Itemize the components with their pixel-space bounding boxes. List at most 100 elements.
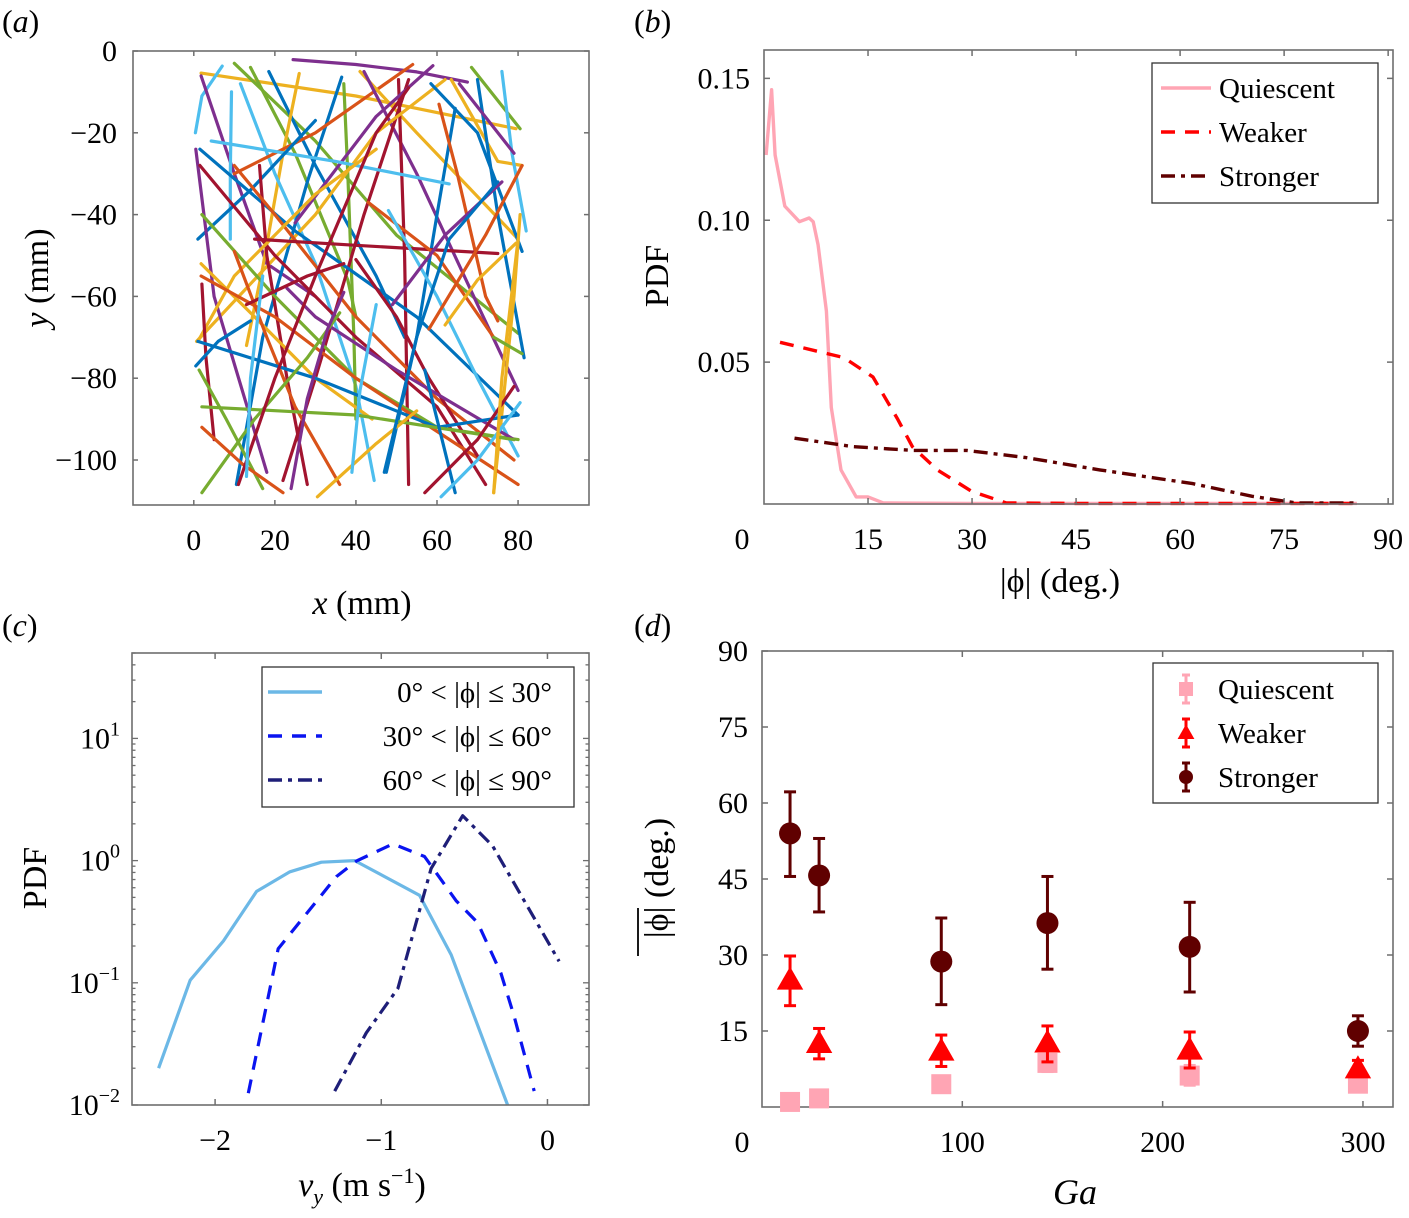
legend: Quiescent Weaker Stronger (1152, 662, 1379, 804)
series-line (157, 859, 510, 1106)
marker-triangle (1176, 1036, 1203, 1060)
particle-trajectory (443, 241, 518, 327)
series-line (333, 814, 561, 1092)
marker-circle (1178, 935, 1201, 958)
y-tick-label: −20 (70, 117, 117, 150)
series-quiescent (780, 1052, 1368, 1112)
marker-triangle (928, 1037, 955, 1061)
particle-trajectory (196, 118, 317, 241)
y-tick-label: 60 (718, 787, 748, 820)
y-tick-label: 100 (80, 841, 120, 878)
particle-trajectory (244, 262, 346, 307)
x-tick-label: 75 (1269, 523, 1299, 556)
marker-circle (930, 950, 953, 973)
series-weaker (776, 954, 1372, 1079)
particle-trajectory (285, 286, 516, 442)
marker-triangle (1344, 1055, 1372, 1079)
y-tick-label: 15 (718, 1015, 748, 1048)
x-axis-label: Ga (1053, 1172, 1097, 1212)
legend-label: Quiescent (1219, 73, 1335, 105)
x-tick-label: 300 (1340, 1126, 1385, 1159)
legend: 0° < |ϕ| ≤ 30° 30° < |ϕ| ≤ 60° 60° < |ϕ| ≤… (261, 666, 575, 808)
particle-trajectory (253, 237, 500, 256)
particle-trajectory (429, 82, 524, 253)
x-tick-label: −1 (365, 1124, 397, 1157)
y-tick-label: 30 (718, 939, 748, 972)
particle-trajectory (366, 200, 496, 339)
legend-label: Stronger (1218, 762, 1318, 794)
panel-d: (d) 0 100 200 300 15 30 45 60 75 90 Ga |ϕ| (deg.) Qui… (634, 607, 1394, 1212)
x-tick-label: 40 (341, 524, 371, 557)
particle-trajectory (196, 339, 520, 429)
particle-trajectory (199, 74, 317, 298)
x-tick-label: 90 (1373, 523, 1403, 556)
particle-trajectory (291, 58, 469, 84)
y-tick-label: −60 (70, 280, 117, 313)
particle-trajectory (439, 401, 522, 499)
x-axis-label: |ϕ| (deg.) (1000, 563, 1120, 600)
particle-trajectory (200, 282, 216, 442)
marker-circle (1036, 912, 1059, 935)
legend-label: 0° < |ϕ| ≤ 30° (397, 677, 552, 709)
particle-trajectory (228, 90, 234, 241)
particle-trajectory (244, 274, 265, 478)
y-axis-label: PDF (639, 245, 676, 307)
y-axis-label: PDF (17, 847, 54, 909)
particle-trajectory (232, 163, 516, 462)
x-tick-label: 0 (540, 1124, 555, 1157)
x-tick-label: 0 (186, 524, 201, 557)
particle-trajectory (200, 311, 342, 495)
x-axis-label: x (mm) (311, 585, 411, 622)
legend-label: 60° < |ϕ| ≤ 90° (383, 765, 552, 797)
y-axis-label: y (mm) (19, 228, 56, 330)
axes-frame (763, 49, 1394, 505)
series-line-weaker (779, 340, 1357, 506)
particle-trajectory (193, 64, 224, 135)
marker-circle (808, 864, 831, 887)
y-tick-label: 10−1 (69, 963, 120, 1000)
marker-square (1347, 1073, 1368, 1094)
axes-frame (132, 50, 590, 506)
panel-label-b: (b) (634, 3, 671, 39)
particle-trajectory (209, 139, 451, 186)
particle-trajectory (427, 163, 524, 331)
y-tick-label: 0.05 (698, 346, 751, 379)
marker-square (809, 1088, 830, 1109)
particle-trajectory (194, 319, 253, 368)
particle-trajectory (198, 147, 520, 417)
marker-square (780, 1091, 801, 1112)
legend: Quiescent Weaker Stronger (1151, 62, 1379, 204)
panel-label-a: (a) (2, 3, 39, 39)
y-tick-label: 0.15 (698, 62, 751, 95)
y-tick-label: −80 (70, 362, 117, 395)
x-axis-label: vy (m s−1) (298, 1163, 426, 1209)
y-tick-label: −40 (70, 199, 117, 232)
particle-trajectory (196, 147, 378, 343)
x-tick-label: 15 (853, 523, 883, 556)
x-tick-label: 0 (735, 523, 750, 556)
panel-b: (b) 0 15 30 45 60 75 90 0.05 0.10 0.15 |ϕ| (deg.) PD… (634, 3, 1403, 600)
series-stronger (779, 790, 1369, 1048)
particle-trajectory (289, 290, 346, 491)
y-tick-label: 0.10 (698, 204, 751, 237)
marker-circle (1179, 770, 1193, 784)
particle-trajectory (198, 163, 488, 487)
y-axis-label-text: |ϕ| (deg.) (639, 818, 676, 938)
particle-trajectory (315, 409, 419, 499)
marker-square (931, 1074, 952, 1095)
series-line-stronger (794, 436, 1357, 505)
particle-trajectory (469, 65, 522, 131)
particle-trajectory (200, 405, 516, 442)
particle-trajectory (232, 249, 342, 487)
marker-square (1179, 682, 1193, 696)
x-tick-label: 0 (735, 1126, 750, 1159)
x-tick-label: −2 (199, 1124, 231, 1157)
x-tick-label: 200 (1140, 1126, 1185, 1159)
marker-triangle (805, 1029, 833, 1054)
legend-label: 30° < |ϕ| ≤ 60° (383, 721, 552, 753)
particle-trajectory (232, 62, 415, 176)
panel-label-d: (d) (634, 607, 671, 643)
x-tick-label: 30 (957, 523, 987, 556)
particle-trajectory (492, 237, 520, 495)
